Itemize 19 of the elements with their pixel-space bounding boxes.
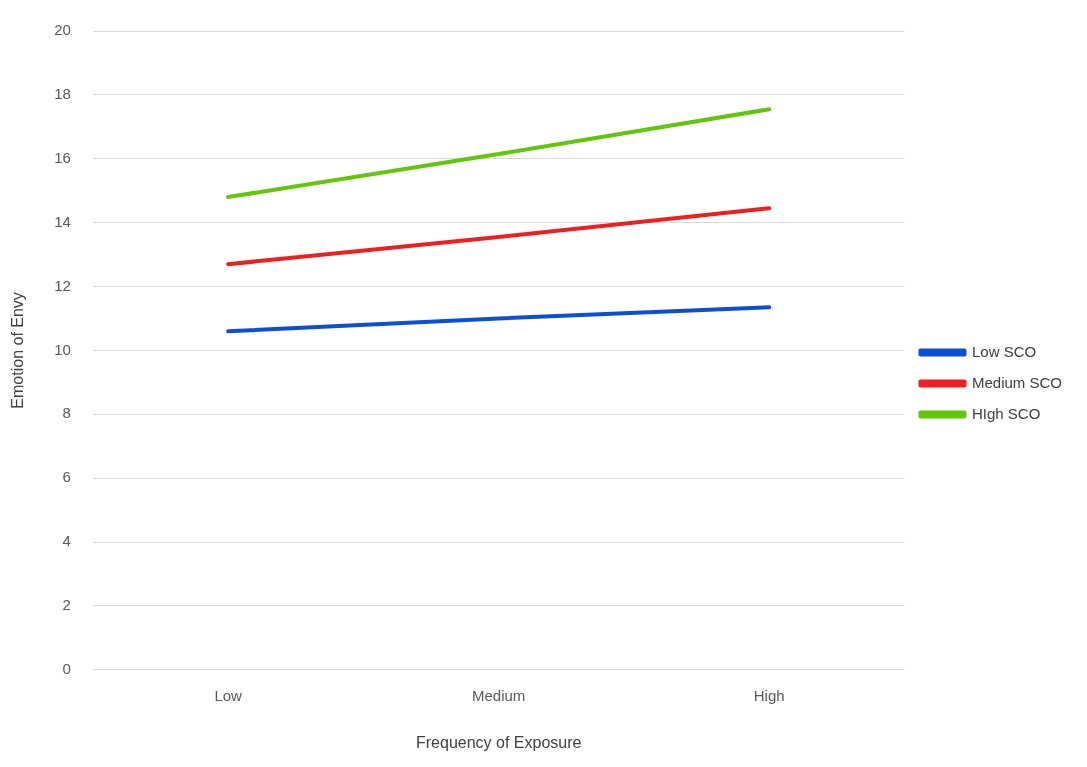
x-tick-label: High — [753, 686, 785, 704]
y-tick-label: 0 — [62, 659, 71, 677]
x-axis-title: Frequency of Exposure — [415, 733, 582, 751]
y-tick-label: 10 — [54, 340, 71, 358]
y-tick-label: 20 — [54, 21, 71, 39]
y-tick-label: 4 — [62, 532, 71, 550]
y-tick-label: 16 — [54, 148, 71, 166]
y-tick-label: 6 — [62, 468, 71, 486]
x-tick-label: Low — [214, 686, 243, 704]
y-tick-label: 14 — [54, 212, 71, 230]
x-tick-label: Medium — [472, 686, 526, 704]
legend-label: Low SCO — [971, 342, 1037, 360]
y-axis-title: Emotion of Envy — [9, 292, 27, 409]
legend-label: HIgh SCO — [971, 404, 1041, 422]
legend-label: Medium SCO — [971, 373, 1063, 391]
y-tick-label: 2 — [62, 596, 71, 614]
y-tick-label: 18 — [54, 85, 71, 103]
y-tick-label: 8 — [62, 404, 71, 422]
y-tick-label: 12 — [54, 276, 71, 294]
